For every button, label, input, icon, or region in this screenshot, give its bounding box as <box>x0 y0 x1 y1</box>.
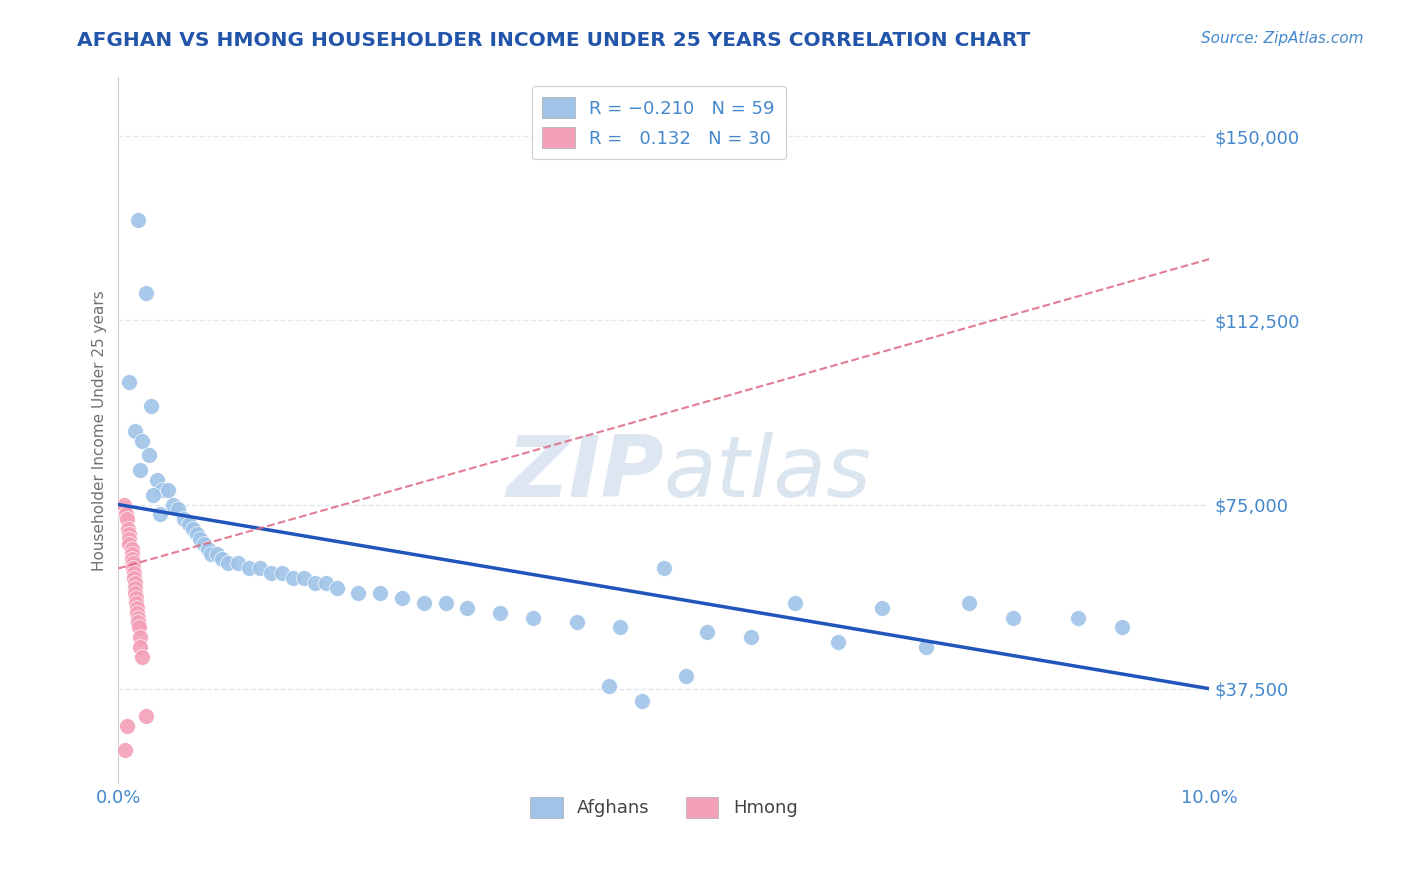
Y-axis label: Householder Income Under 25 years: Householder Income Under 25 years <box>93 291 107 571</box>
Point <box>127 610 149 624</box>
Point <box>652 561 675 575</box>
Point <box>434 596 457 610</box>
Point <box>112 498 135 512</box>
Point <box>271 566 294 581</box>
Point <box>131 649 153 664</box>
Point <box>121 551 143 566</box>
Point <box>740 630 762 644</box>
Point <box>115 718 138 732</box>
Point <box>131 434 153 448</box>
Point <box>150 483 173 497</box>
Point <box>135 708 157 723</box>
Point <box>179 517 201 532</box>
Point <box>325 581 347 595</box>
Point <box>188 532 211 546</box>
Point <box>121 547 143 561</box>
Point <box>124 424 146 438</box>
Point <box>489 606 512 620</box>
Text: AFGHAN VS HMONG HOUSEHOLDER INCOME UNDER 25 YEARS CORRELATION CHART: AFGHAN VS HMONG HOUSEHOLDER INCOME UNDER… <box>77 31 1031 50</box>
Text: Source: ZipAtlas.com: Source: ZipAtlas.com <box>1201 31 1364 46</box>
Point <box>124 576 146 591</box>
Point <box>1001 610 1024 624</box>
Point <box>193 537 215 551</box>
Text: atlas: atlas <box>664 432 872 515</box>
Point <box>675 669 697 683</box>
Point <box>122 571 145 585</box>
Point <box>128 620 150 634</box>
Point <box>125 606 148 620</box>
Point <box>142 488 165 502</box>
Point <box>197 541 219 556</box>
Point <box>138 449 160 463</box>
Point <box>238 561 260 575</box>
Point <box>121 561 143 575</box>
Point <box>260 566 283 581</box>
Point <box>125 596 148 610</box>
Point <box>121 557 143 571</box>
Point <box>211 551 233 566</box>
Point <box>127 212 149 227</box>
Text: ZIP: ZIP <box>506 432 664 515</box>
Point <box>156 483 179 497</box>
Point <box>522 610 544 624</box>
Point <box>118 375 141 389</box>
Point <box>609 620 631 634</box>
Point <box>205 547 228 561</box>
Point <box>315 576 337 591</box>
Point <box>631 694 654 708</box>
Point <box>228 557 250 571</box>
Point <box>145 473 167 487</box>
Point <box>249 561 271 575</box>
Point <box>827 635 849 649</box>
Point <box>135 286 157 301</box>
Point <box>125 600 148 615</box>
Point <box>129 463 152 477</box>
Point <box>125 591 148 605</box>
Point <box>118 532 141 546</box>
Point <box>149 508 172 522</box>
Point <box>129 630 152 644</box>
Point <box>696 625 718 640</box>
Point <box>598 679 620 693</box>
Point <box>122 566 145 581</box>
Point <box>162 498 184 512</box>
Point <box>1111 620 1133 634</box>
Point <box>391 591 413 605</box>
Point <box>292 571 315 585</box>
Point <box>115 508 138 522</box>
Point <box>117 522 139 536</box>
Point <box>217 557 239 571</box>
Point <box>127 615 149 630</box>
Point <box>141 400 163 414</box>
Point <box>281 571 304 585</box>
Point <box>457 600 479 615</box>
Point <box>115 512 138 526</box>
Point <box>129 640 152 654</box>
Point <box>167 502 190 516</box>
Point <box>124 581 146 595</box>
Point <box>783 596 806 610</box>
Point <box>114 743 136 757</box>
Point <box>121 541 143 556</box>
Point <box>186 527 208 541</box>
Point <box>957 596 980 610</box>
Point <box>1067 610 1090 624</box>
Point <box>118 537 141 551</box>
Point <box>118 527 141 541</box>
Point <box>304 576 326 591</box>
Point <box>200 547 222 561</box>
Point <box>914 640 936 654</box>
Point <box>870 600 893 615</box>
Point <box>181 522 204 536</box>
Point <box>565 615 588 630</box>
Legend: Afghans, Hmong: Afghans, Hmong <box>523 789 804 825</box>
Point <box>412 596 434 610</box>
Point <box>347 586 370 600</box>
Point <box>368 586 391 600</box>
Point <box>173 512 195 526</box>
Point <box>124 586 146 600</box>
